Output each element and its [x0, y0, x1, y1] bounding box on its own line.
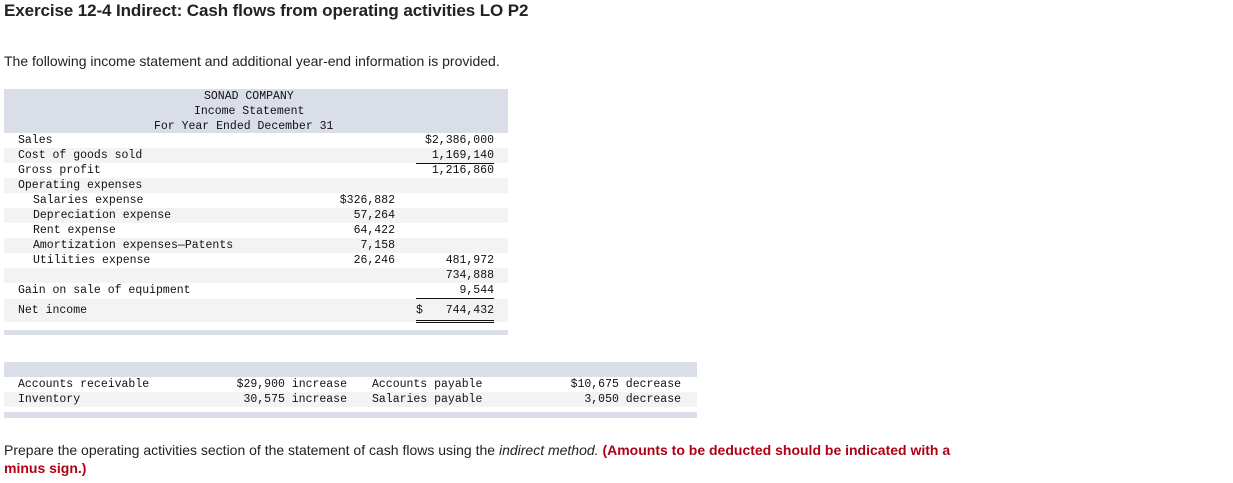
statement-period: For Year Ended December 31: [154, 120, 334, 133]
row-sales: Sales $2,386,000: [18, 134, 494, 147]
row-salaries-expense: Salaries expense $326,882: [33, 194, 395, 207]
row-gain-on-sale: Gain on sale of equipment 9,544: [18, 284, 494, 299]
method-emphasis: indirect method.: [498, 442, 599, 458]
row-cogs: Cost of goods sold 1,169,140: [4, 148, 508, 164]
income-statement-footer: [4, 330, 508, 335]
row-operating-expenses: Operating expenses: [4, 178, 508, 193]
statement-name: Income Statement: [194, 105, 305, 118]
minus-sign-note: (Amounts to be deducted should be indica…: [4, 442, 951, 476]
exercise-title: Exercise 12-4 Indirect: Cash flows from …: [4, 1, 529, 20]
table-row: Inventory 30,575 increase Salaries payab…: [4, 392, 697, 407]
row-subtotal: 734,888: [4, 268, 508, 283]
row-rent-expense: Rent expense 64,422: [33, 224, 395, 237]
intro-text: The following income statement and addit…: [4, 53, 500, 69]
income-statement-table: SONAD COMPANY Income Statement For Year …: [4, 89, 508, 335]
table-row: Accounts receivable $29,900 increase Acc…: [18, 378, 681, 391]
currency-symbol: $: [416, 304, 423, 317]
company-name: SONAD COMPANY: [204, 90, 294, 103]
row-amortization-expense: Amortization expenses—Patents 7,158: [4, 238, 508, 253]
instructions: Prepare the operating activities section…: [4, 442, 951, 476]
balance-changes-header: [4, 362, 697, 377]
income-statement-header: SONAD COMPANY Income Statement For Year …: [4, 89, 508, 133]
row-depreciation-expense: Depreciation expense 57,264: [4, 208, 508, 223]
balance-changes-table: Accounts receivable $29,900 increase Acc…: [4, 362, 697, 418]
balance-changes-footer: [4, 412, 697, 418]
row-gross-profit: Gross profit 1,216,860: [18, 164, 494, 177]
row-net-income: Net income $ 744,432: [4, 299, 508, 323]
row-utilities-expense: Utilities expense 26,246 481,972: [33, 254, 494, 269]
